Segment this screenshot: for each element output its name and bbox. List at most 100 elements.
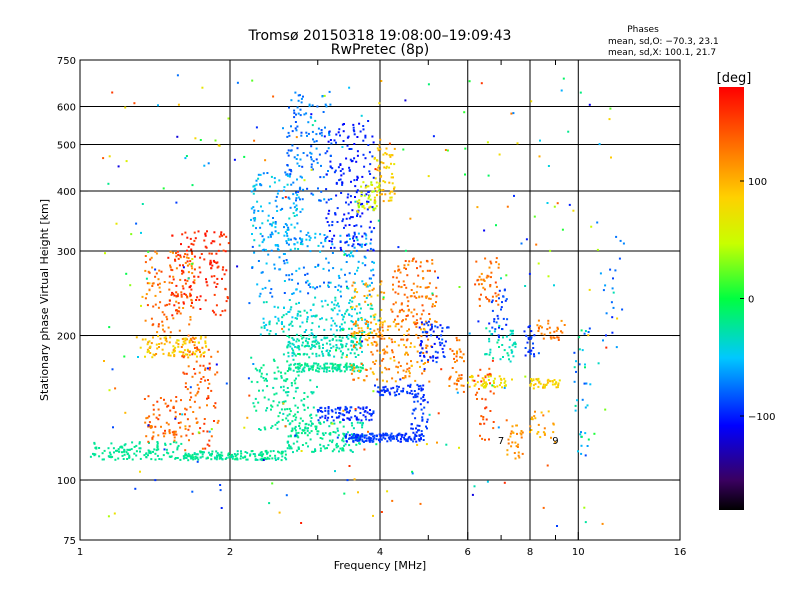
- data-point: [310, 328, 313, 331]
- data-point: [362, 139, 365, 142]
- data-point: [185, 434, 188, 437]
- data-point: [135, 222, 138, 225]
- data-point: [316, 105, 319, 108]
- data-point: [533, 415, 536, 418]
- data-point: [304, 362, 307, 365]
- data-point: [253, 405, 256, 408]
- data-point: [394, 318, 396, 321]
- data-point: [180, 350, 183, 353]
- data-point: [186, 418, 189, 421]
- data-point: [373, 329, 376, 332]
- data-point: [182, 264, 184, 267]
- data-point: [260, 326, 263, 329]
- y-tick-label: 75: [63, 536, 76, 547]
- data-point: [180, 293, 183, 296]
- data-point: [207, 397, 210, 399]
- data-point: [188, 439, 190, 442]
- data-point: [500, 381, 502, 384]
- data-point: [312, 314, 315, 317]
- data-point: [287, 328, 290, 331]
- data-point: [416, 400, 419, 403]
- data-point: [380, 308, 383, 311]
- data-point: [435, 361, 438, 364]
- data-point: [380, 393, 383, 396]
- data-point: [355, 443, 358, 446]
- data-point: [558, 379, 561, 382]
- data-point: [198, 371, 201, 374]
- data-point: [273, 393, 276, 396]
- data-point: [361, 243, 364, 246]
- data-point: [341, 314, 344, 316]
- data-point: [498, 326, 500, 329]
- data-point: [257, 173, 260, 176]
- data-point: [385, 390, 388, 392]
- data-point: [556, 525, 558, 527]
- data-point: [296, 193, 299, 196]
- data-point: [384, 181, 387, 184]
- data-point: [487, 375, 490, 378]
- data-point: [580, 431, 582, 434]
- data-point: [337, 434, 340, 437]
- data-point: [383, 348, 386, 351]
- data-point: [232, 455, 234, 458]
- data-point: [296, 386, 299, 389]
- data-point: [438, 341, 441, 344]
- data-point: [309, 309, 312, 312]
- data-point: [408, 435, 411, 438]
- data-point: [225, 300, 228, 303]
- data-point: [214, 402, 217, 405]
- data-point: [144, 255, 147, 257]
- data-point: [286, 261, 289, 264]
- data-point: [280, 376, 283, 379]
- data-point: [334, 366, 337, 369]
- data-point: [415, 333, 418, 336]
- data-point: [420, 397, 423, 400]
- data-point: [501, 301, 503, 304]
- data-point: [416, 350, 419, 353]
- data-point: [175, 201, 178, 204]
- data-point: [156, 347, 159, 350]
- data-point: [357, 370, 360, 372]
- data-point: [602, 289, 605, 292]
- data-point: [512, 431, 515, 434]
- data-point: [400, 325, 403, 328]
- data-point: [193, 275, 196, 278]
- data-point: [266, 219, 269, 222]
- data-point: [175, 441, 178, 444]
- data-point: [334, 213, 337, 216]
- data-point: [193, 341, 196, 344]
- data-point: [537, 326, 540, 329]
- data-point: [258, 244, 261, 247]
- data-point: [380, 189, 383, 192]
- data-point: [331, 237, 334, 240]
- data-point: [318, 325, 320, 328]
- data-point: [557, 328, 559, 330]
- data-point: [172, 275, 175, 278]
- data-point: [325, 201, 328, 204]
- data-point: [345, 433, 348, 436]
- data-point: [612, 291, 615, 294]
- data-point: [410, 289, 413, 291]
- data-point: [350, 306, 353, 309]
- data-point: [203, 239, 206, 242]
- data-point: [301, 238, 304, 241]
- data-point: [156, 446, 159, 449]
- data-point: [356, 341, 358, 344]
- data-point: [397, 268, 400, 271]
- data-point: [299, 158, 302, 161]
- data-point: [130, 233, 133, 236]
- data-point: [330, 198, 333, 200]
- data-point: [368, 277, 371, 280]
- data-point: [335, 444, 338, 447]
- data-point: [146, 416, 149, 419]
- data-point: [406, 274, 409, 277]
- data-point: [324, 362, 327, 365]
- data-point: [358, 122, 361, 125]
- data-point: [326, 362, 329, 365]
- data-point: [196, 296, 199, 299]
- data-point: [355, 224, 358, 227]
- data-point: [148, 340, 151, 343]
- data-point: [294, 91, 297, 94]
- data-point: [357, 204, 360, 206]
- data-point: [366, 339, 369, 342]
